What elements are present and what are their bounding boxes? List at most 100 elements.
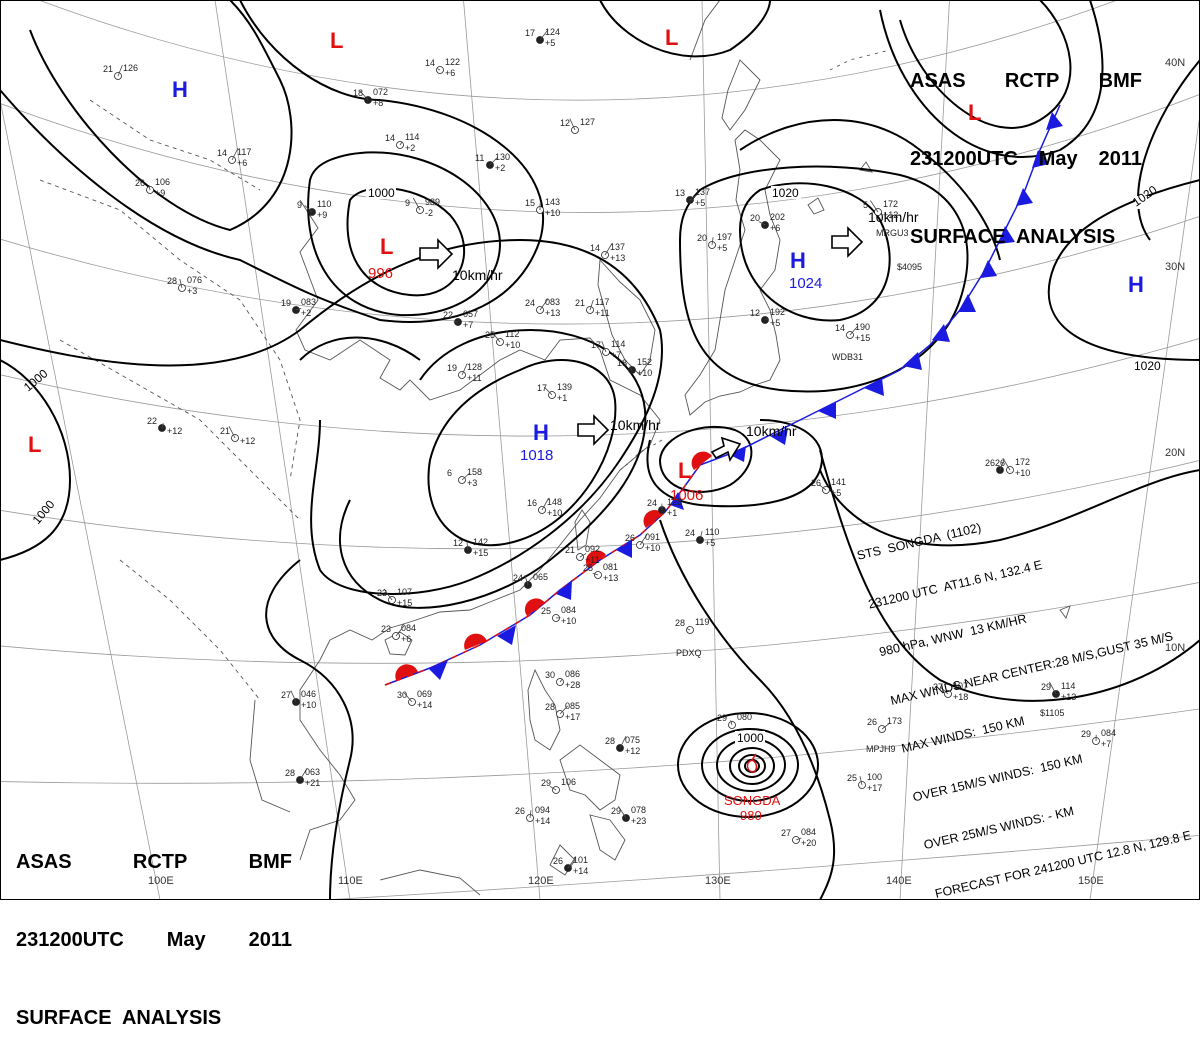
station-temperature: 20 [697, 233, 707, 243]
station-pressure: 122 [445, 57, 460, 67]
station-id: MRGU3 [876, 228, 909, 238]
station-tendency: +7 [463, 320, 473, 330]
station-tendency: +5 [717, 243, 727, 253]
high-center-symbol: H [790, 248, 806, 273]
station-temperature: 24 [647, 498, 657, 508]
lon-label-130e: 130E [705, 875, 731, 887]
station-pressure: 172 [1015, 457, 1030, 467]
station-temperature: 17 [537, 383, 547, 393]
station-temperature: 28 [167, 276, 177, 286]
station-tendency: +6 [770, 223, 780, 233]
station-temperature: 18 [617, 358, 627, 368]
station-tendency: +15 [473, 548, 488, 558]
station-temperature: 14 [385, 133, 395, 143]
isobar-label: 1020 [1134, 359, 1161, 373]
station-temperature: 25 [485, 330, 495, 340]
station-tendency: +3 [467, 478, 477, 488]
station-tendency: +14 [573, 866, 588, 876]
station-tendency: +13 [545, 308, 560, 318]
station-tendency: +17 [565, 712, 580, 722]
station-temperature: 28 [675, 618, 685, 628]
station-tendency: +2 [495, 163, 505, 173]
low-center-symbol: L [380, 234, 393, 259]
station-temperature: 18 [353, 88, 363, 98]
station-temperature: 29 [611, 806, 621, 816]
station-tendency: +12 [625, 746, 640, 756]
station-pressure: 117 [237, 147, 251, 157]
station-pressure: 197 [717, 232, 732, 242]
station-tendency: +10 [547, 508, 562, 518]
header-title: SURFACE ANALYSIS [910, 224, 1142, 250]
header-month: May [167, 927, 206, 953]
station-tendency: +13 [610, 253, 625, 263]
station-tendency: +13 [603, 573, 618, 583]
station-tendency: +10 [561, 616, 576, 626]
station-temperature: 29 [541, 778, 551, 788]
station-temperature: 12 [560, 118, 570, 128]
header-year: 2011 [1099, 146, 1142, 172]
station-tendency: +14 [417, 700, 432, 710]
isobar-label: 1020 [772, 186, 799, 200]
station-tendency: -2 [425, 208, 433, 218]
station-temperature: 28 [545, 702, 555, 712]
header-station: RCTP [133, 849, 187, 875]
station-pressure: 114 [611, 339, 625, 349]
station-tendency: +11 [467, 373, 482, 383]
station-tendency: +10 [545, 208, 560, 218]
station-temperature: 14 [217, 148, 227, 158]
low-center-symbol: L [678, 458, 691, 483]
station-temperature: 25 [847, 773, 857, 783]
station-tendency: +12 [883, 210, 898, 220]
station-pressure: 124 [545, 27, 560, 37]
header-time: 231200UTC [16, 927, 124, 953]
header-title: SURFACE ANALYSIS [16, 1005, 292, 1031]
station-tendency: +20 [801, 838, 816, 848]
chart-header-bottom-left: ASAS RCTP BMF 231200UTC May 2011 SURFACE… [16, 797, 292, 1057]
station-temperature: 21 [565, 545, 575, 555]
station-temperature: 19 [447, 363, 457, 373]
station-pressure: 069 [417, 689, 432, 699]
station-pressure: 080 [737, 712, 752, 722]
station-temperature: 26 [135, 178, 145, 188]
typhoon-isobar-label: 1000 [737, 731, 764, 745]
station-temperature: 22 [443, 310, 453, 320]
header-code: BMF [249, 849, 292, 875]
station-temperature: 25 [541, 606, 551, 616]
low-center-symbol: L [665, 25, 678, 50]
station-pressure: 084 [401, 623, 416, 633]
station-tendency: +23 [631, 816, 646, 826]
motion-speed-label: 10km/hr [610, 417, 661, 433]
station-tendency: +10 [645, 543, 660, 553]
station-pressure: 057 [463, 309, 478, 319]
station-pressure: 075 [625, 735, 640, 745]
station-tendency: +8 [373, 98, 383, 108]
station-pressure: 091 [645, 532, 660, 542]
station-temperature: 11 [475, 153, 484, 163]
station-pressure: 119 [695, 617, 709, 627]
station-tendency: +15 [855, 333, 870, 343]
station-temperature: 22 [147, 416, 157, 426]
station-id: PDXQ [676, 648, 702, 658]
station-tendency: +11 [595, 308, 610, 318]
station-tendency: +1 [557, 393, 567, 403]
station-pressure: 137 [695, 187, 710, 197]
header-time: 231200UTC [910, 146, 1018, 172]
station-pressure: 107 [397, 587, 412, 597]
station-pressure: 137 [610, 242, 625, 252]
station-temperature: 26 [553, 856, 563, 866]
station-pressure: 139 [557, 382, 572, 392]
station-temperature: 16 [527, 498, 537, 508]
station-pressure: 130 [495, 152, 510, 162]
station-temperature: 17 [525, 28, 535, 38]
station-tendency: +6 [237, 158, 247, 168]
station-pressure: 106 [561, 777, 576, 787]
station-temperature: 20 [750, 213, 760, 223]
station-pressure: 142 [473, 537, 488, 547]
station-temperature: 28 [605, 736, 615, 746]
typhoon-pressure: 980 [740, 808, 762, 823]
station-pressure: 141 [831, 477, 846, 487]
station-temperature: 21 [103, 64, 113, 74]
station-pressure: 143 [545, 197, 560, 207]
station-tendency: +6 [445, 68, 455, 78]
station-temperature: 23 [377, 588, 387, 598]
